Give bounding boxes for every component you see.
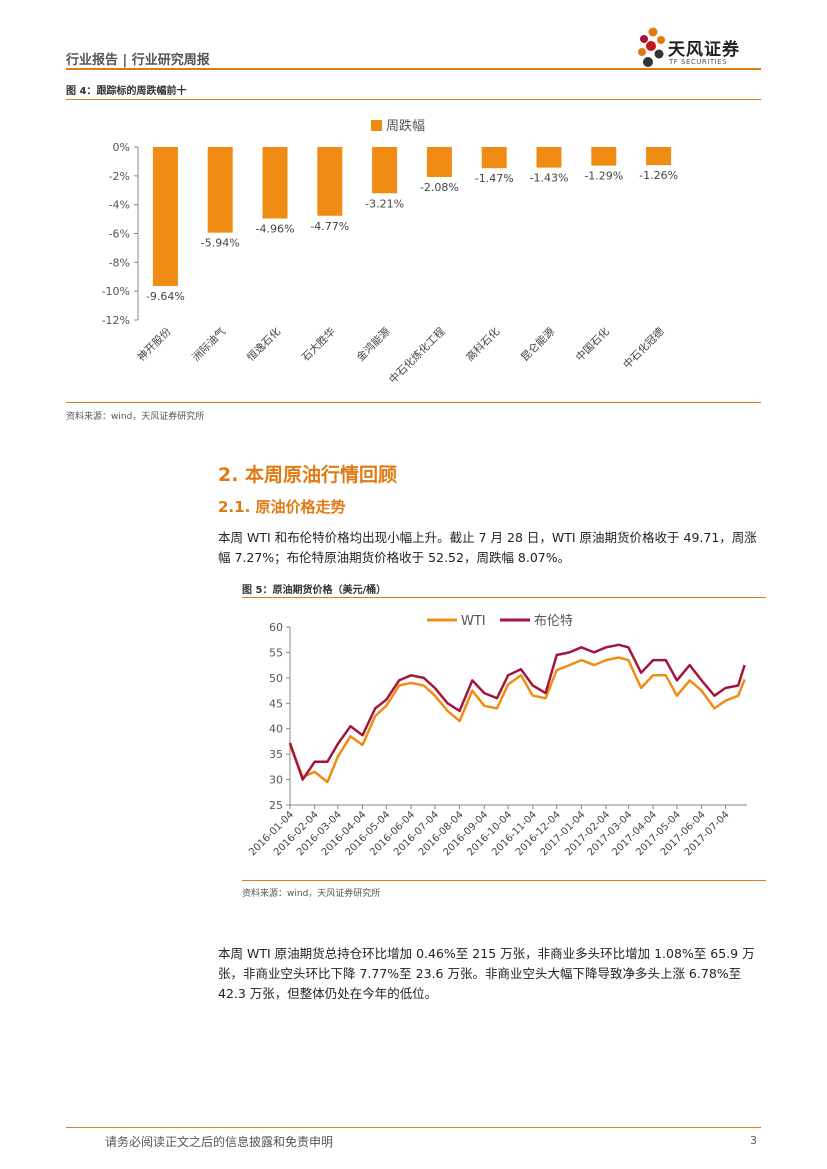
- figure5-bottom-rule: [242, 880, 766, 881]
- figure4-caption: 图 4：跟踪标的周跌幅前十: [66, 86, 187, 97]
- y-tick-label: 0%: [113, 141, 130, 154]
- category-label: 中石化炼化工程: [386, 325, 448, 387]
- figure4-source: 资料来源：wind，天风证券研究所: [66, 412, 205, 422]
- positions-paragraph: 本周 WTI 原油期货总持仓环比增加 0.46%至 215 万张，非商业多头环比…: [218, 946, 755, 1001]
- category-label: 神开股份: [135, 325, 174, 364]
- figure5-caption: 图 5：原油期货价格（美元/桶）: [242, 585, 387, 596]
- legend-swatch: [371, 120, 382, 131]
- logo-subtext: TF SECURITIES: [669, 58, 728, 66]
- y-tick-label: 30: [269, 774, 283, 787]
- footer-disclaimer: 请务必阅读正文之后的信息披露和免责申明: [105, 1135, 334, 1149]
- category-label: 恒逸石化: [244, 325, 283, 364]
- y-tick-label: 40: [269, 723, 283, 736]
- report-type: 行业报告 | 行业研究周报: [66, 53, 210, 68]
- y-tick-label: -4%: [109, 199, 130, 212]
- legend-label: 布伦特: [534, 614, 573, 629]
- page-number: 3: [750, 1134, 757, 1147]
- figure5-top-rule: [242, 597, 766, 598]
- category-label: 中石化冠德: [620, 325, 667, 372]
- subsection-heading: 2.1. 原油价格走势: [218, 498, 346, 516]
- y-tick-label: 25: [269, 799, 283, 812]
- data-label: -1.47%: [475, 172, 514, 185]
- logo-text: 天风证券: [668, 40, 740, 60]
- bar: [152, 147, 178, 286]
- y-tick-label: 35: [269, 748, 283, 761]
- data-label: -1.43%: [530, 172, 569, 185]
- category-label: 洲际油气: [189, 325, 228, 364]
- header-divider: [66, 68, 761, 70]
- series-line-wti: [288, 656, 746, 784]
- y-tick-label: 50: [269, 672, 283, 685]
- bar: [207, 147, 233, 233]
- weekly-decline-bar-chart: 0% -2% -4% -6% -8% -10% -12% 周跌幅 -9.64% 神开股份 -5.94…: [102, 118, 678, 387]
- bar: [481, 147, 507, 169]
- data-label: -3.21%: [365, 197, 404, 210]
- y-tick-label: -10%: [102, 285, 130, 298]
- y-tick-label: -8%: [109, 256, 130, 269]
- figure4-bottom-rule: [66, 402, 761, 403]
- data-label: -9.64%: [146, 290, 185, 303]
- legend-label: WTI: [461, 614, 486, 629]
- data-label: -1.26%: [639, 169, 678, 182]
- price-summary-paragraph: 本周 WTI 和布伦特价格均出现小幅上升。截止 7 月 28 日，WTI 原油期…: [218, 530, 757, 565]
- y-tick-label: 45: [269, 697, 283, 710]
- category-label: 石大胜华: [299, 325, 338, 364]
- y-tick-label: -12%: [102, 314, 130, 327]
- category-label: 高科石化: [463, 325, 502, 364]
- y-tick-label: -6%: [109, 228, 130, 241]
- data-label: -4.77%: [310, 220, 349, 233]
- y-tick-label: -2%: [109, 170, 130, 183]
- y-tick-label: 60: [269, 621, 283, 634]
- bar: [262, 147, 288, 219]
- bar: [646, 147, 672, 166]
- data-label: -4.96%: [256, 223, 295, 236]
- bar: [317, 147, 343, 216]
- figure5-source: 资料来源：wind，天风证券研究所: [242, 889, 381, 899]
- section-heading: 2. 本周原油行情回顾: [218, 464, 398, 486]
- data-label: -2.08%: [420, 181, 459, 194]
- category-label: 昆仑能源: [518, 325, 557, 364]
- tf-logo-icon: [638, 27, 665, 67]
- crude-futures-line-chart: 60555045403530252016-01-042016-02-042016…: [247, 614, 747, 858]
- series-line-brent: [288, 643, 746, 781]
- data-label: -5.94%: [201, 237, 240, 250]
- category-label: 中国石化: [573, 325, 612, 364]
- bar: [536, 147, 562, 168]
- bar: [372, 147, 398, 194]
- bar: [426, 147, 452, 177]
- y-tick-label: 55: [269, 646, 283, 659]
- footer-divider: [66, 1127, 761, 1128]
- category-label: 金鸿能源: [354, 325, 393, 364]
- bar: [591, 147, 617, 166]
- data-label: -1.29%: [584, 170, 623, 183]
- figure4-top-rule: [66, 99, 761, 100]
- legend-label: 周跌幅: [386, 118, 425, 134]
